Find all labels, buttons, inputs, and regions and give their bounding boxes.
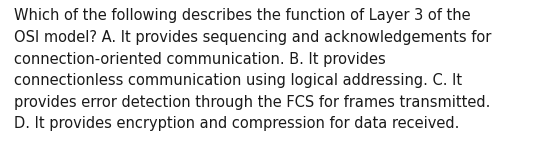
Text: Which of the following describes the function of Layer 3 of the
OSI model? A. It: Which of the following describes the fun… xyxy=(14,8,492,131)
